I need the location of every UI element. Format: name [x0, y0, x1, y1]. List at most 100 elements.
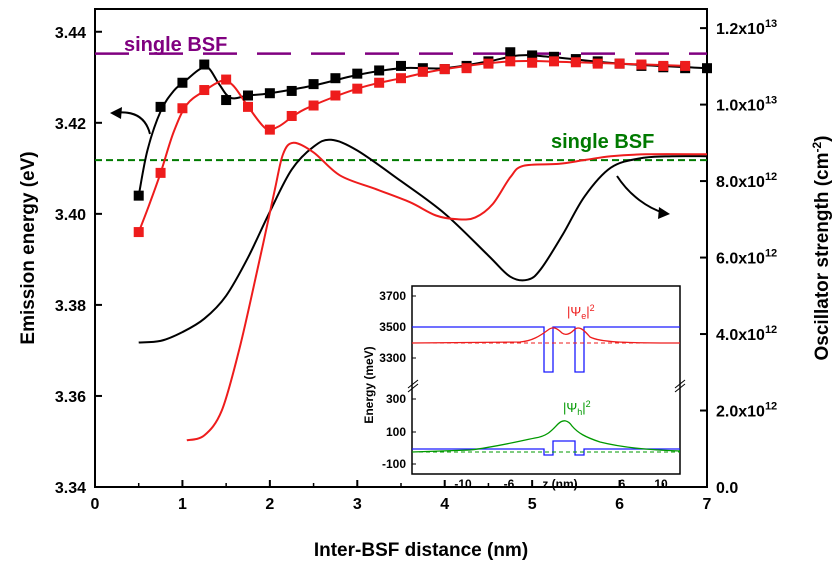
left-axis-arrow-icon — [110, 107, 151, 135]
data-point — [155, 101, 166, 112]
inset-conduction-band — [411, 326, 681, 373]
data-point — [592, 58, 603, 69]
data-point — [702, 63, 712, 74]
y2-tick-label: 1.2x1013 — [716, 18, 777, 38]
series-curve-0 — [137, 54, 708, 196]
data-point — [330, 73, 341, 84]
inset-y-tick: 3500 — [379, 320, 406, 334]
data-point — [374, 65, 385, 76]
data-point — [658, 60, 669, 71]
inset-y-tick: 3700 — [379, 289, 406, 303]
data-point — [417, 66, 428, 77]
data-point — [636, 59, 647, 70]
inset-y-label: Energy (meV) — [362, 346, 376, 423]
annotation-single-bsf-purple: single BSF — [124, 34, 227, 56]
data-point — [549, 56, 559, 67]
data-point — [439, 64, 450, 75]
data-point — [527, 57, 538, 68]
y2-tick-label: 1.0x1013 — [716, 95, 777, 115]
inset-plot: 3700 3500 3300 300 100 -100 -10 -6 6 10 … — [362, 285, 686, 491]
data-point — [286, 85, 297, 96]
inset-x-ticks: -10 -6 6 10 z (nm) — [454, 477, 668, 491]
x-tick-label: 0 — [91, 496, 100, 513]
y2-tick-label: 6.0x1012 — [716, 248, 777, 268]
data-point — [461, 63, 472, 74]
series-curve-3 — [186, 141, 708, 442]
data-point — [396, 60, 406, 71]
inset-x-label: z (nm) — [542, 477, 577, 491]
series-markers — [133, 47, 712, 238]
reference-lines — [95, 52, 707, 162]
inset-y-tick: 3300 — [379, 351, 406, 365]
y2-axis-title: Oscillator strength (cm-2) — [810, 136, 833, 361]
inset-frame — [411, 285, 681, 475]
y2-tick-label: 2.0x1012 — [716, 401, 777, 421]
x-axis-title: Inter-BSF distance (nm) — [314, 540, 528, 561]
data-point — [243, 101, 253, 112]
y2-tick-label: 8.0x1012 — [716, 171, 777, 191]
annotation-single-bsf-green: single BSF — [551, 131, 654, 153]
inset-y-tick: -100 — [382, 457, 406, 471]
data-point — [483, 58, 494, 69]
y-tick-label: 3.40 — [55, 207, 86, 224]
y2-tick-label: 0.0 — [716, 480, 738, 497]
data-point — [570, 57, 581, 68]
data-point — [614, 58, 625, 69]
axis-ticks: 0 1 2 3 4 5 6 7 3.34 3.36 3.38 3.40 3.42 3.44 0.0 2.0x1… — [55, 18, 777, 513]
x-tick-label: 2 — [265, 496, 274, 513]
inset-valence-band — [411, 420, 681, 456]
series-curve-1 — [137, 59, 686, 233]
inset-x-tick: -10 — [454, 477, 472, 491]
data-point — [155, 167, 166, 178]
y-tick-label: 3.44 — [55, 25, 86, 42]
data-point — [680, 60, 691, 71]
data-point — [352, 83, 363, 94]
data-point — [308, 100, 319, 111]
data-point — [505, 47, 516, 58]
inset-x-tick: 10 — [654, 477, 668, 491]
inset-x-tick: 6 — [619, 477, 626, 491]
x-tick-label: 7 — [703, 496, 712, 513]
data-point — [264, 124, 275, 135]
inset-x-tick: -6 — [504, 477, 515, 491]
y-tick-label: 3.38 — [55, 298, 86, 315]
y-tick-label: 3.34 — [55, 480, 86, 497]
data-point — [330, 90, 341, 101]
data-point — [352, 68, 363, 79]
data-point — [177, 103, 188, 114]
data-point — [243, 90, 253, 101]
data-point — [308, 79, 319, 90]
series-curve-2 — [138, 138, 708, 344]
data-point — [527, 50, 538, 61]
data-point — [396, 73, 406, 84]
data-point — [199, 59, 210, 70]
data-point — [286, 110, 297, 121]
right-axis-arrow-icon — [616, 175, 670, 219]
x-tick-label: 3 — [353, 496, 362, 513]
data-point — [133, 190, 144, 201]
y-tick-label: 3.36 — [55, 389, 86, 406]
y-tick-label: 3.42 — [55, 116, 86, 133]
x-tick-label: 5 — [528, 496, 537, 513]
y-axis-title: Emission energy (eV) — [18, 151, 39, 344]
inset-y-tick: 100 — [386, 425, 406, 439]
data-point — [264, 88, 275, 99]
series-curves — [137, 54, 708, 442]
data-point — [133, 227, 144, 238]
x-tick-label: 6 — [615, 496, 624, 513]
data-point — [505, 56, 516, 67]
data-point — [221, 95, 232, 106]
y2-tick-label: 4.0x1012 — [716, 324, 777, 344]
inset-y-tick: 300 — [386, 392, 406, 406]
data-point — [177, 77, 188, 88]
data-point — [221, 74, 232, 85]
x-tick-label: 4 — [440, 496, 449, 513]
inset-axis-break-icon — [407, 379, 686, 393]
data-point — [199, 85, 210, 96]
data-point — [374, 77, 385, 88]
inset-electron-label: |Ψe|2 — [567, 303, 595, 321]
inset-y-ticks: 3700 3500 3300 300 100 -100 — [379, 289, 416, 471]
inset-hole-label: |Ψh|2 — [563, 399, 591, 417]
